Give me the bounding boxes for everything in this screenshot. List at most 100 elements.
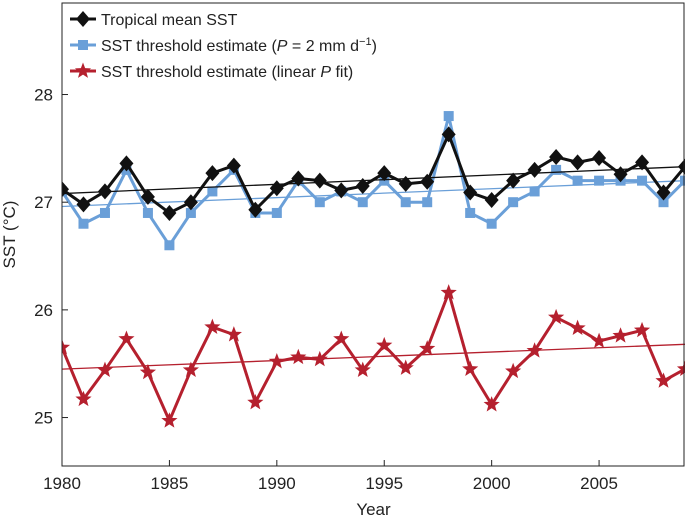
point-star-1980 xyxy=(62,339,71,355)
point-star-1981 xyxy=(75,390,92,407)
point-star-2006 xyxy=(612,327,629,343)
legend-label-part: SST threshold estimate ( xyxy=(101,38,277,55)
legend-marker-diamond xyxy=(76,11,90,27)
legend-label-diamond: Tropical mean SST xyxy=(101,12,238,29)
point-diamond-1988 xyxy=(226,157,241,174)
point-square-2002 xyxy=(529,186,540,197)
point-star-1982 xyxy=(96,361,114,378)
point-diamond-1991 xyxy=(291,170,306,187)
series-diamond xyxy=(62,126,685,221)
x-tick-label-1980: 1980 xyxy=(43,474,81,493)
point-square-2000 xyxy=(486,218,497,229)
point-square-1990 xyxy=(271,207,282,218)
point-square-1981 xyxy=(78,218,89,229)
y-tick-label-28: 28 xyxy=(34,86,53,105)
point-star-1998 xyxy=(440,284,457,300)
point-diamond-1997 xyxy=(420,173,435,190)
series-line-diamond xyxy=(62,132,685,215)
point-star-1999 xyxy=(462,360,479,376)
point-star-2000 xyxy=(483,396,500,412)
x-tick-label-1995: 1995 xyxy=(365,474,403,493)
point-diamond-2004 xyxy=(570,154,585,171)
point-square-2004 xyxy=(572,175,583,186)
point-diamond-2007 xyxy=(635,154,650,171)
x-tick-label-1990: 1990 xyxy=(258,474,296,493)
point-diamond-1989 xyxy=(248,201,263,218)
point-star-1996 xyxy=(397,359,414,375)
point-diamond-2006 xyxy=(613,166,628,183)
y-tick-label-25: 25 xyxy=(34,409,53,428)
y-tick-label-26: 26 xyxy=(34,301,53,320)
x-axis-label: Year xyxy=(356,500,391,519)
point-square-1996 xyxy=(400,197,411,208)
point-star-1987 xyxy=(204,318,221,334)
point-diamond-1987 xyxy=(205,165,220,182)
point-square-2008 xyxy=(658,197,669,208)
point-star-2002 xyxy=(526,342,543,358)
point-square-1985 xyxy=(164,240,175,251)
point-diamond-1999 xyxy=(463,184,478,201)
point-star-2004 xyxy=(569,319,586,336)
legend: Tropical mean SST SST threshold estimate … xyxy=(70,11,377,81)
legend-item-square: SST threshold estimate (P = 2 mm d−1) xyxy=(70,36,377,55)
point-square-2009 xyxy=(680,175,685,186)
legend-label-part: SST threshold estimate (linear xyxy=(101,64,320,81)
legend-item-star: SST threshold estimate (linear P fit) xyxy=(70,62,353,81)
legend-label-part: P xyxy=(320,64,331,81)
point-star-1994 xyxy=(354,361,371,378)
legend-label-part: P xyxy=(277,38,288,55)
point-diamond-1992 xyxy=(312,172,327,189)
point-star-1989 xyxy=(247,393,264,410)
point-star-1985 xyxy=(161,412,178,428)
point-diamond-1984 xyxy=(140,188,155,205)
point-diamond-1998 xyxy=(441,126,456,143)
point-star-1990 xyxy=(268,353,285,369)
point-star-2007 xyxy=(633,321,651,338)
point-star-2005 xyxy=(590,332,608,348)
point-star-1992 xyxy=(311,350,328,367)
plot-area xyxy=(62,111,685,428)
point-square-1982 xyxy=(99,207,110,218)
point-star-2008 xyxy=(655,372,672,388)
point-diamond-1993 xyxy=(334,182,349,199)
legend-label-part: ) xyxy=(372,38,377,55)
legend-marker-star xyxy=(74,62,92,78)
point-diamond-2003 xyxy=(549,148,564,165)
legend-label-square: SST threshold estimate (P = 2 mm d−1) xyxy=(101,36,377,55)
point-square-1997 xyxy=(422,197,433,208)
point-diamond-1982 xyxy=(97,183,112,200)
y-tick-label-27: 27 xyxy=(34,193,53,212)
point-square-1984 xyxy=(142,207,153,218)
point-star-2001 xyxy=(505,362,522,379)
point-diamond-1990 xyxy=(269,180,284,197)
point-square-1992 xyxy=(314,197,325,208)
point-star-1983 xyxy=(118,330,135,346)
point-star-1993 xyxy=(333,330,350,346)
point-diamond-1995 xyxy=(377,165,392,182)
point-square-1987 xyxy=(207,186,218,197)
series-line-star xyxy=(62,291,685,423)
point-square-2007 xyxy=(637,175,648,186)
point-diamond-1980 xyxy=(62,181,69,198)
point-square-2003 xyxy=(551,164,562,175)
x-tick-label-2005: 2005 xyxy=(580,474,618,493)
point-diamond-2001 xyxy=(506,172,521,189)
series-star xyxy=(62,284,685,428)
x-tick-label-2000: 2000 xyxy=(473,474,511,493)
point-square-1994 xyxy=(357,197,368,208)
point-star-1988 xyxy=(225,326,242,342)
x-tick-label-1985: 1985 xyxy=(150,474,188,493)
point-square-1998 xyxy=(443,111,454,122)
point-star-2009 xyxy=(676,360,685,376)
point-star-1995 xyxy=(376,336,393,353)
point-diamond-1981 xyxy=(76,196,91,213)
point-square-1999 xyxy=(465,207,476,218)
point-star-1986 xyxy=(182,361,199,378)
point-diamond-2009 xyxy=(678,158,685,175)
point-star-1991 xyxy=(290,348,307,365)
point-diamond-2002 xyxy=(527,161,542,178)
point-star-1997 xyxy=(419,340,436,356)
point-diamond-1985 xyxy=(162,204,177,221)
